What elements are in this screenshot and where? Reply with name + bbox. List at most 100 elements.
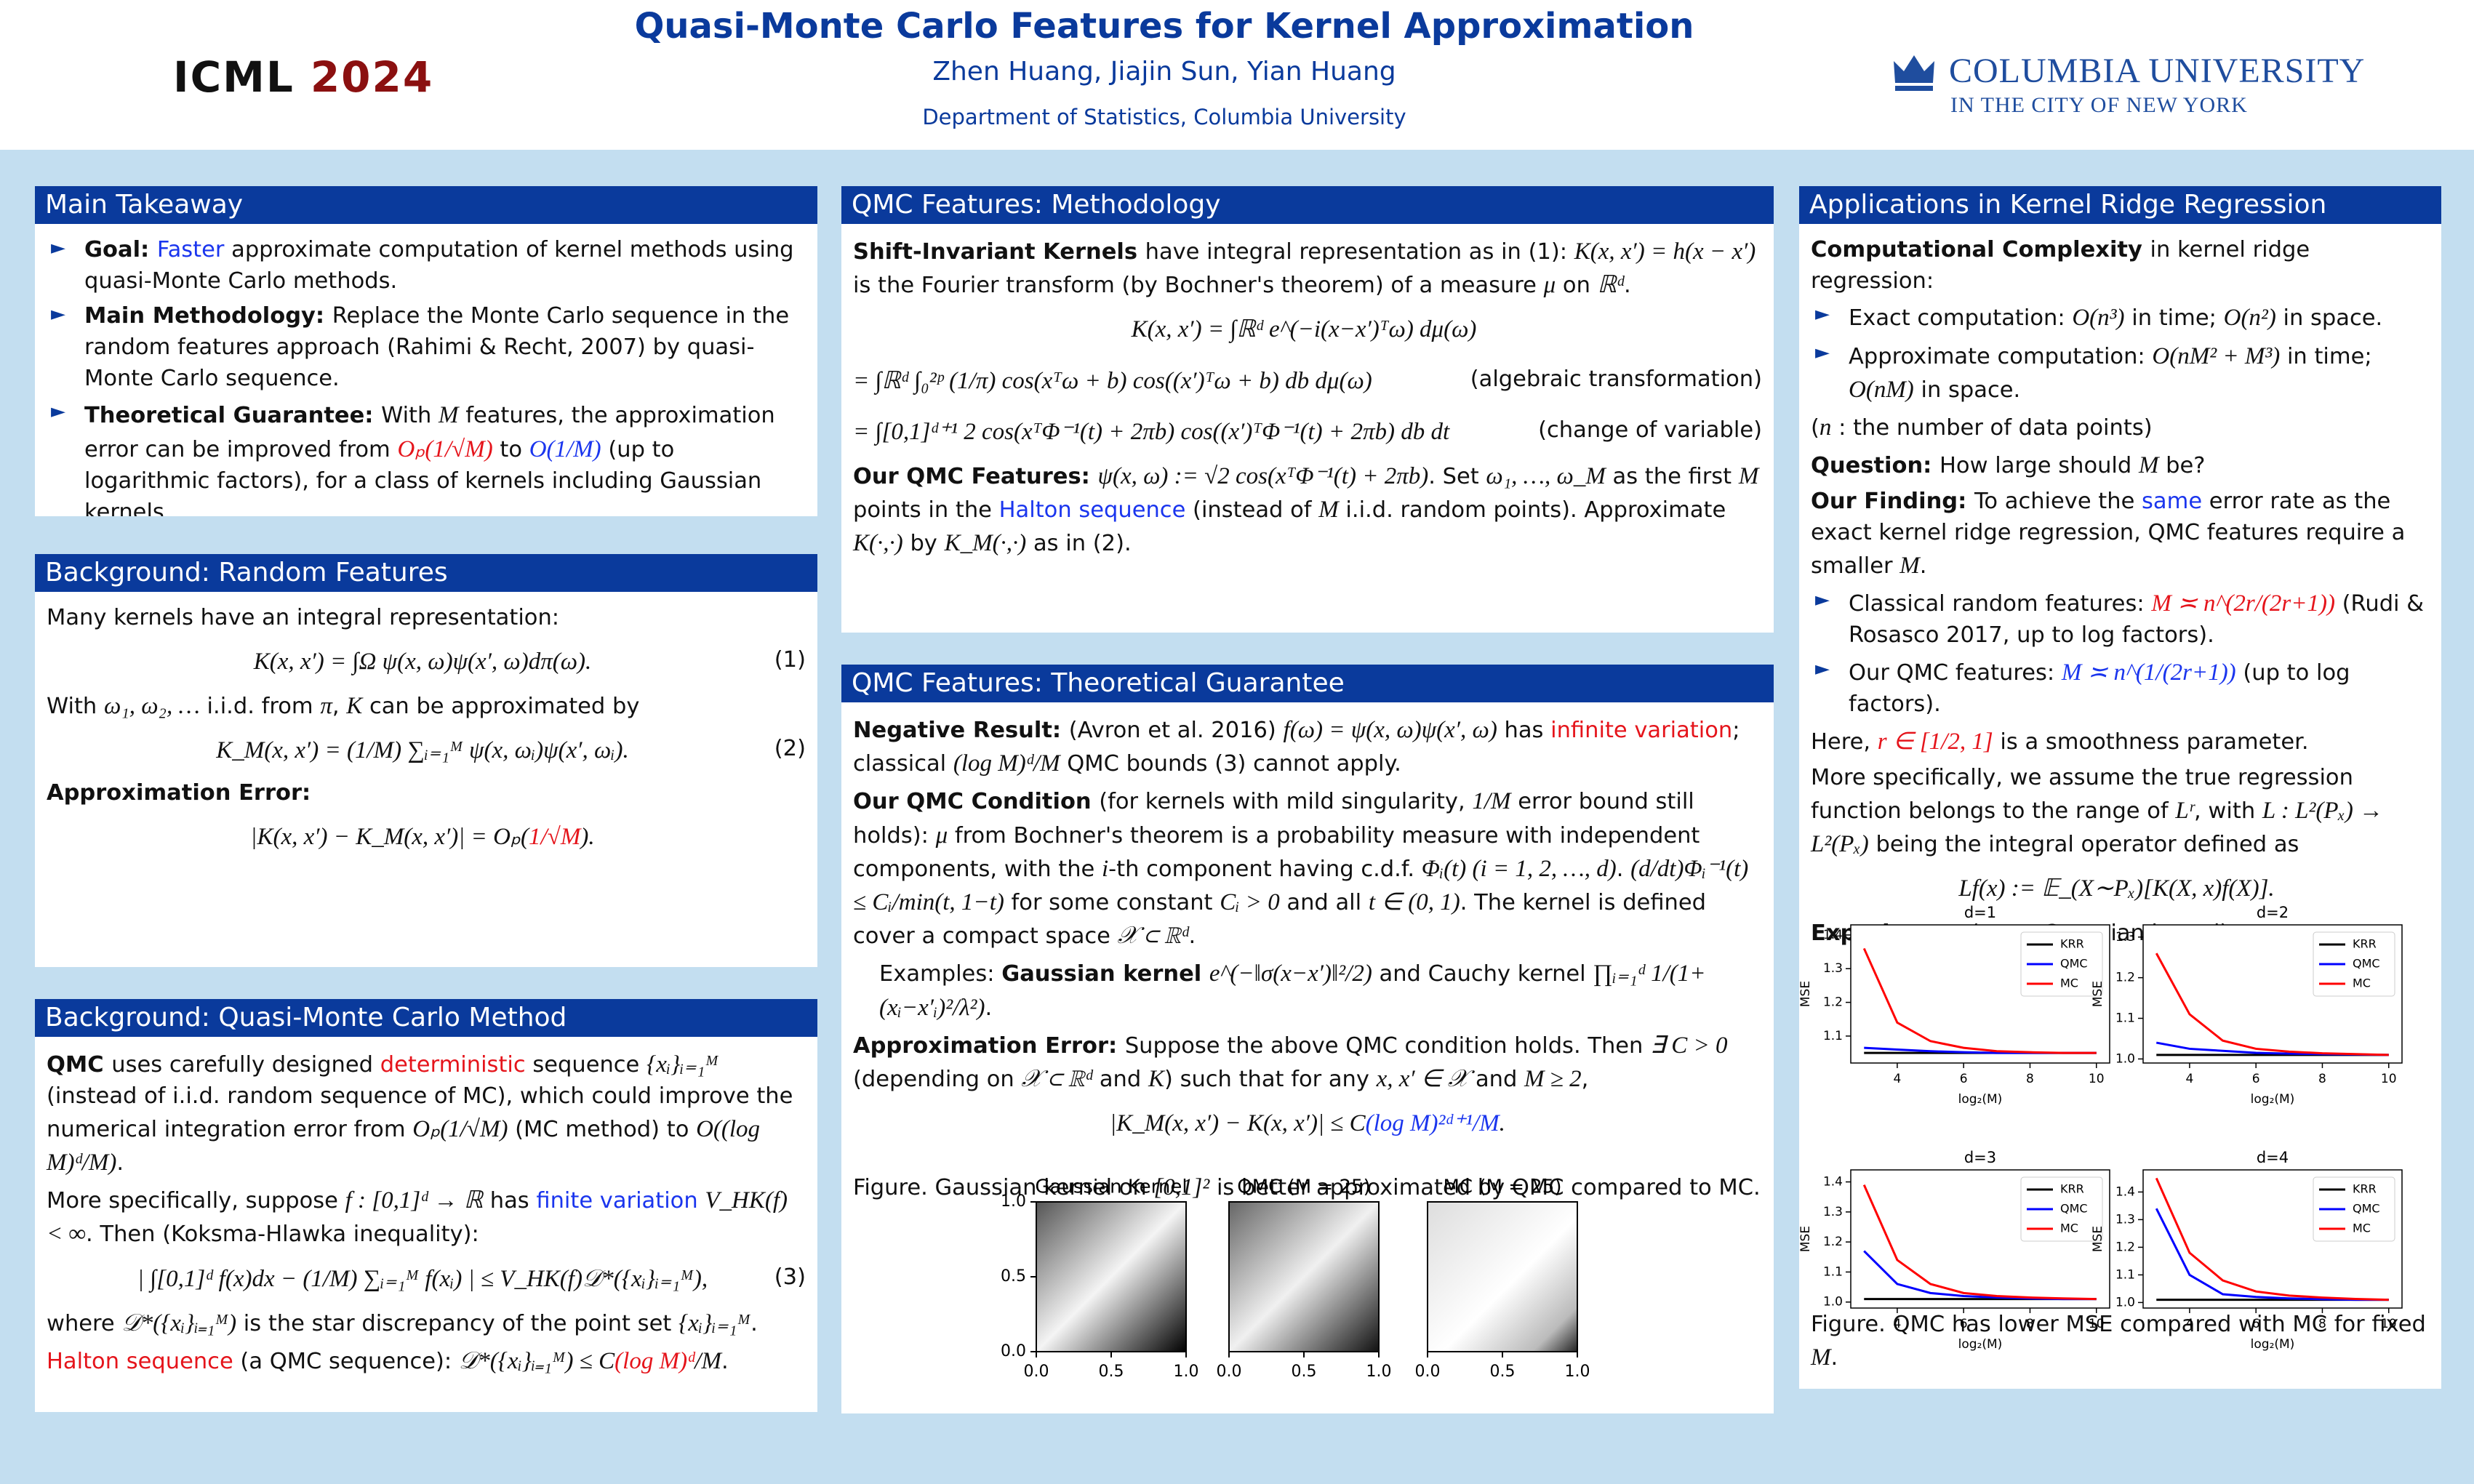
bullet: Main Methodology: Replace the Monte Carl… [47,301,806,394]
text-run: (up to logarithmic factors), for a class… [84,436,762,516]
math: e^(−‖σ(x−x′)‖²/2) [1209,960,1372,987]
paragraph: More specifically, we assume the true re… [1811,763,2430,861]
text-run: Theoretical Guarantee: [84,403,382,429]
math: O(1/M) [529,436,601,462]
authors: Zhen Huang, Jiajin Sun, Yian Huang [932,57,1396,87]
paragraph: Experiment. (r = 1, Gaussian kernel) [1811,916,2430,950]
text-run: . Set [1428,463,1486,489]
text-run: Our QMC features: [1849,659,2062,686]
text-run: How large should [1939,453,2139,479]
math: M [1899,552,1920,579]
math: (log M)ᵈ [615,1348,695,1374]
text-run: as the first [1605,463,1739,489]
text-run: Our QMC Condition [853,789,1100,815]
text-run: To achieve the [1974,489,2142,515]
equation: |K(x, x′) − K_M(x, x′)| = Oₚ(1/√M). [47,820,806,854]
text-run: being the integral operator defined as [1868,831,2299,857]
logo-name: COLUMBIA UNIVERSITY [1949,52,2366,90]
text-run: in time; [2280,343,2372,369]
text-run: ( [1811,414,1820,441]
text-run: for some constant [1004,889,1220,915]
text-run: Figure. QMC has lower MSE compared with … [1811,1312,2426,1338]
text-run: in space. [2275,305,2383,332]
math: O(nM² + M³) [2152,342,2281,369]
math: M [2138,452,2159,479]
text-run: ; classical [853,718,1740,777]
text-run: uses carefully designed [111,1052,380,1078]
math: K(x, x′) = h(x − x′) [1574,238,1756,265]
math: M ≥ 2 [1524,1065,1582,1092]
text-run: infinite variation [1550,718,1733,743]
section: QMC Features: Theoretical Guarantee Negat… [841,665,1774,1413]
math: 𝒟*({xᵢ}ᵢ₌₁ᴹ) [121,1309,237,1336]
text-run: , Gaussian kernel) [2028,921,2229,947]
text-run: . [1616,856,1631,882]
text-run: Suppose the above QMC condition holds. T… [1124,1032,1651,1059]
math: {xᵢ}ᵢ₌₁ᴹ [646,1051,719,1078]
equation-tag: (1) [774,646,806,673]
text-run: Negative Result: [853,718,1069,743]
math: O(n³) [2072,305,2125,332]
text-run: . [116,1150,124,1176]
math: Φᵢ(t) (i = 1, 2, …, d) [1421,855,1617,882]
text-run: (Rudi & Rosasco 2017, up to log factors)… [1849,590,2425,649]
text-run: (Avron et al. 2016) [1068,718,1284,743]
text-run: is the Fourier transform (by Bochner's t… [853,273,1544,299]
math: (d/dt)Φᵢ⁻¹(t) ≤ Cᵢ/min(t, 1−t) [853,855,1749,915]
text-run: Approximation Error: [47,780,311,806]
math: f : [0,1]ᵈ → ℝ [345,1187,484,1214]
section: Applications in Kernel Ridge Regression C… [1799,186,2441,1389]
text-run: Exact computation: [1849,305,2073,332]
paragraph: Here, r ∈ [1/2, 1] is a smoothness param… [1811,725,2430,758]
text-run: Classical random features: [1849,590,2152,617]
text-run: Main Methodology: [84,303,332,329]
equation: K(x, x′) = ∫ℝᵈ e^(−i(x−x′)ᵀω) dμ(ω) [853,313,1762,346]
text-run: error bound still holds): [853,789,1694,849]
math: f(ω) = ψ(x, ω)ψ(x′, ω) [1283,717,1497,743]
paragraph: Examples: Gaussian kernel e^(−‖σ(x−x′)‖²… [853,957,1762,1024]
caption: Figure. Gaussian kernel on [0,1]² is bet… [853,1171,1762,1204]
paragraph: Our Finding: To achieve the same error r… [1811,486,2430,582]
text-run: as in (2). [1026,531,1132,557]
text-run: to [492,436,529,462]
math: ω₁, …, ω_M [1486,462,1606,489]
math: O((log M)ᵈ/M) [47,1115,761,1176]
text-run: . [1623,273,1631,299]
text-run: (up to log factors). [1849,659,2350,717]
text-run: has [483,1188,537,1214]
text-run: same [2142,489,2203,515]
text-run: finite variation [536,1188,698,1214]
text-run: Figure. Gaussian kernel on [853,1175,1154,1201]
text-run: (MC method) to [508,1116,697,1142]
text-run: . The kernel is defined cover a compact … [853,889,1706,950]
math: O(nM) [1849,376,1914,403]
math: t ∈ (0, 1) [1368,889,1460,915]
math: K_M(x, x′) = (1/M) ∑ᵢ₌₁ᴹ ψ(x, ωᵢ)ψ(x′, ω… [216,737,629,764]
text-run: be? [2158,453,2206,479]
text-run: More specifically, suppose [47,1188,345,1214]
math: {xᵢ}ᵢ₌₁ᴹ [678,1309,751,1336]
math: |K_M(x, x′) − K(x, x′)| ≤ C [1110,1110,1366,1137]
text-run: . [1830,1344,1838,1371]
conference-year: 2024 [310,52,434,102]
text-run: where [47,1310,122,1336]
section-body: Negative Result: (Avron et al. 2016) f(ω… [841,702,1774,1413]
section: Main Takeaway Goal: Faster approximate co… [35,186,817,516]
bullet: Approximate computation: O(nM² + M³) in … [1811,340,2430,406]
crown-icon [1894,55,1934,91]
text-run: features, the approximation error can be… [84,403,775,462]
section-title: Main Takeaway [35,186,817,224]
text-run: have integral representation as in (1): [1145,239,1574,265]
text-run: points in the [853,497,999,524]
math: r ∈ [1/2, 1] [1877,728,1993,755]
paragraph: Shift-Invariant Kernels have integral re… [853,235,1762,302]
text-run: QMC bounds (3) cannot apply. [1060,751,1401,777]
bullet: Our QMC features: M ≍ n^(1/(2r+1)) (up t… [1811,656,2430,721]
text-run: Faster [156,237,225,262]
math: M [1811,1344,1831,1371]
math: 𝒳 ⊂ ℝᵈ [1021,1065,1093,1092]
section: Background: Quasi-Monte Carlo Method QMC … [35,999,817,1412]
text-run: Shift-Invariant Kernels [853,239,1145,265]
text-run: With [381,403,439,429]
paragraph: With ω₁, ω₂, … i.i.d. from π, K can be a… [47,689,806,723]
